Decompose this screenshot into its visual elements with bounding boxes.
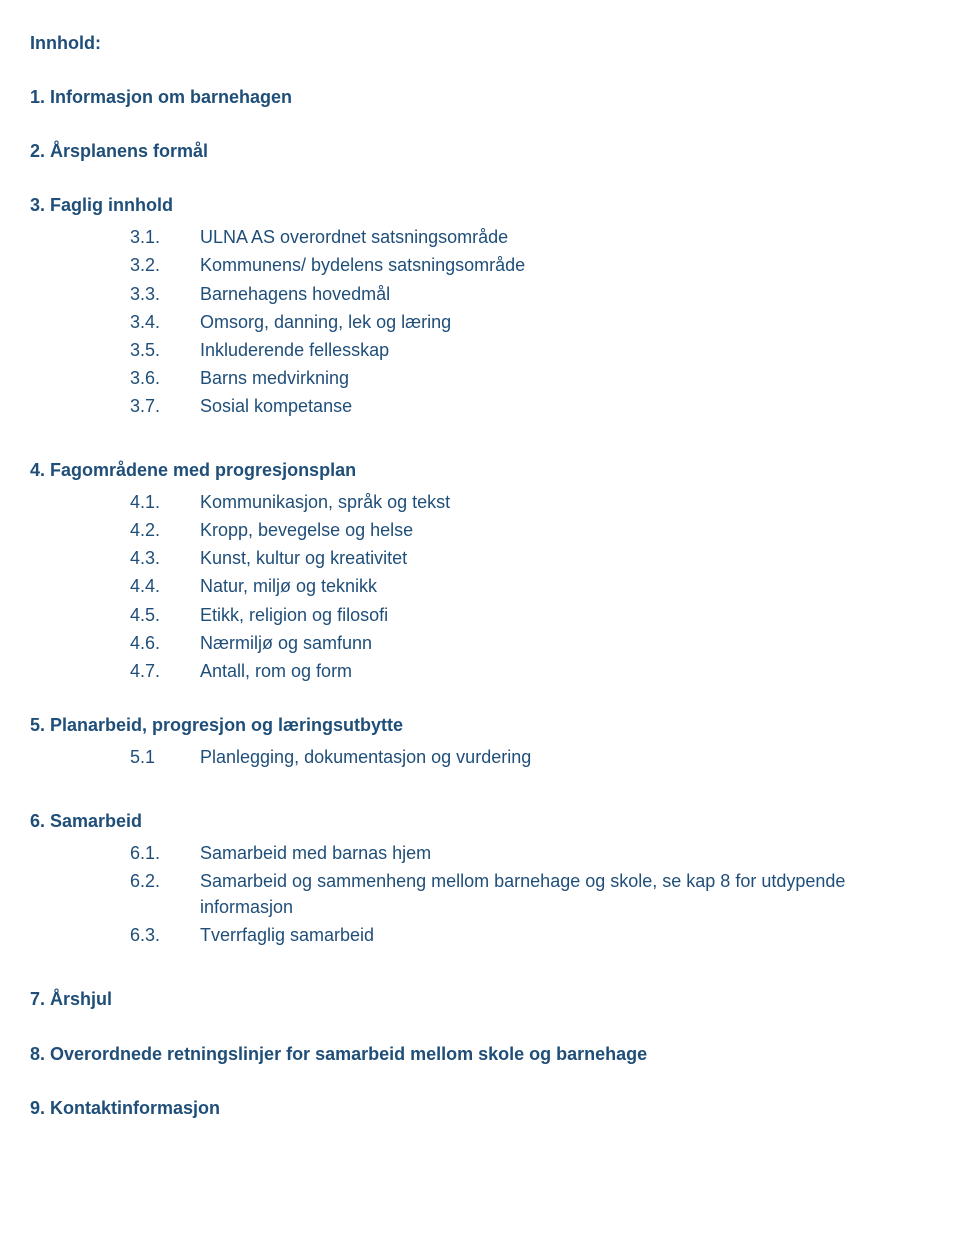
item-number: 3.7. — [130, 393, 200, 419]
section-5-list: 5.1Planlegging, dokumentasjon og vurderi… — [130, 744, 930, 770]
item-text: Natur, miljø og teknikk — [200, 573, 930, 599]
section-8-heading: 8. Overordnede retningslinjer for samarb… — [30, 1041, 930, 1067]
item-text: Etikk, religion og filosofi — [200, 602, 930, 628]
section-3-list: 3.1.ULNA AS overordnet satsningsområde 3… — [130, 224, 930, 419]
item-number: 4.2. — [130, 517, 200, 543]
item-text: Barns medvirkning — [200, 365, 930, 391]
section-5-heading: 5. Planarbeid, progresjon og læringsutby… — [30, 712, 930, 738]
list-item: 6.2.Samarbeid og sammenheng mellom barne… — [130, 868, 930, 920]
list-item: 4.1.Kommunikasjon, språk og tekst — [130, 489, 930, 515]
item-text: Sosial kompetanse — [200, 393, 930, 419]
list-item: 6.1.Samarbeid med barnas hjem — [130, 840, 930, 866]
item-text: Omsorg, danning, lek og læring — [200, 309, 930, 335]
item-number: 6.2. — [130, 868, 200, 894]
item-text: Nærmiljø og samfunn — [200, 630, 930, 656]
item-text: Kunst, kultur og kreativitet — [200, 545, 930, 571]
item-number: 4.1. — [130, 489, 200, 515]
item-number: 3.6. — [130, 365, 200, 391]
item-text: Samarbeid med barnas hjem — [200, 840, 930, 866]
item-number: 4.7. — [130, 658, 200, 684]
list-item: 4.7.Antall, rom og form — [130, 658, 930, 684]
list-item: 3.4.Omsorg, danning, lek og læring — [130, 309, 930, 335]
section-2-heading: 2. Årsplanens formål — [30, 138, 930, 164]
item-text: Kommunens/ bydelens satsningsområde — [200, 252, 930, 278]
list-item: 4.6.Nærmiljø og samfunn — [130, 630, 930, 656]
list-item: 4.5.Etikk, religion og filosofi — [130, 602, 930, 628]
item-number: 3.3. — [130, 281, 200, 307]
section-7-heading: 7. Årshjul — [30, 986, 930, 1012]
list-item: 3.6.Barns medvirkning — [130, 365, 930, 391]
item-text: Antall, rom og form — [200, 658, 930, 684]
item-number: 3.4. — [130, 309, 200, 335]
item-text: Planlegging, dokumentasjon og vurdering — [200, 744, 930, 770]
list-item: 3.7.Sosial kompetanse — [130, 393, 930, 419]
item-number: 4.5. — [130, 602, 200, 628]
list-item: 3.5.Inkluderende fellesskap — [130, 337, 930, 363]
item-text: Inkluderende fellesskap — [200, 337, 930, 363]
section-6-heading: 6. Samarbeid — [30, 808, 930, 834]
list-item: 5.1Planlegging, dokumentasjon og vurderi… — [130, 744, 930, 770]
list-item: 4.3.Kunst, kultur og kreativitet — [130, 545, 930, 571]
section-9-heading: 9. Kontaktinformasjon — [30, 1095, 930, 1121]
item-text: Tverrfaglig samarbeid — [200, 922, 930, 948]
document-title: Innhold: — [30, 30, 930, 56]
list-item: 3.2.Kommunens/ bydelens satsningsområde — [130, 252, 930, 278]
item-number: 4.6. — [130, 630, 200, 656]
item-text: ULNA AS overordnet satsningsområde — [200, 224, 930, 250]
item-text: Barnehagens hovedmål — [200, 281, 930, 307]
item-number: 3.1. — [130, 224, 200, 250]
list-item: 4.4.Natur, miljø og teknikk — [130, 573, 930, 599]
list-item: 6.3.Tverrfaglig samarbeid — [130, 922, 930, 948]
item-number: 5.1 — [130, 744, 200, 770]
list-item: 3.1.ULNA AS overordnet satsningsområde — [130, 224, 930, 250]
item-text: Samarbeid og sammenheng mellom barnehage… — [200, 868, 930, 920]
section-1-heading: 1. Informasjon om barnehagen — [30, 84, 930, 110]
item-number: 4.3. — [130, 545, 200, 571]
item-number: 4.4. — [130, 573, 200, 599]
item-text: Kommunikasjon, språk og tekst — [200, 489, 930, 515]
item-number: 6.1. — [130, 840, 200, 866]
section-4-list: 4.1.Kommunikasjon, språk og tekst 4.2.Kr… — [130, 489, 930, 684]
list-item: 4.2.Kropp, bevegelse og helse — [130, 517, 930, 543]
item-number: 3.2. — [130, 252, 200, 278]
section-6-list: 6.1.Samarbeid med barnas hjem 6.2.Samarb… — [130, 840, 930, 948]
section-3-heading: 3. Faglig innhold — [30, 192, 930, 218]
item-number: 6.3. — [130, 922, 200, 948]
item-number: 3.5. — [130, 337, 200, 363]
section-4-heading: 4. Fagområdene med progresjonsplan — [30, 457, 930, 483]
item-text: Kropp, bevegelse og helse — [200, 517, 930, 543]
list-item: 3.3.Barnehagens hovedmål — [130, 281, 930, 307]
